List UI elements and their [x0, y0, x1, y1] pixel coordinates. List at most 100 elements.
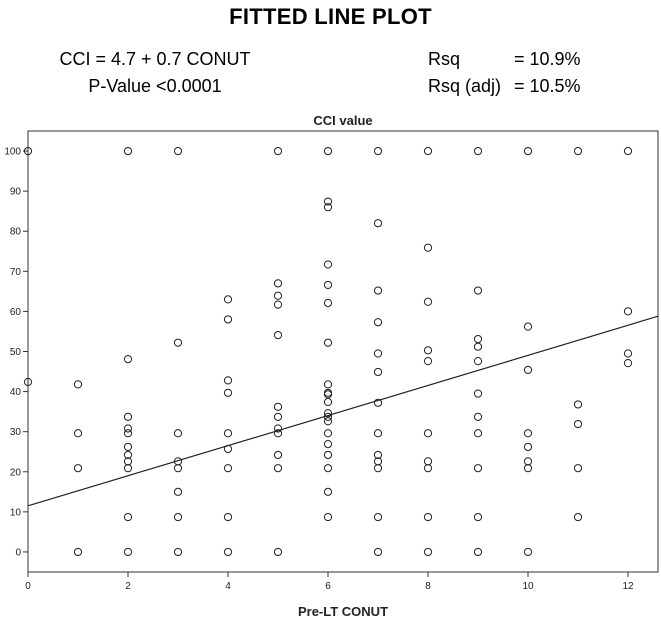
data-point — [123, 547, 133, 557]
rsq-label: Rsq — [428, 49, 461, 69]
data-point — [523, 457, 533, 466]
data-point — [223, 444, 233, 454]
y-tick-label: 40 — [10, 387, 22, 398]
data-point — [323, 203, 333, 212]
x-axis-title: Pre-LT CONUT — [298, 604, 388, 619]
data-point — [373, 464, 383, 473]
data-point — [73, 464, 83, 473]
x-tick-label: 0 — [25, 581, 31, 592]
data-point — [523, 464, 533, 473]
data-point — [573, 512, 583, 522]
data-point — [223, 315, 233, 324]
data-point — [423, 512, 433, 522]
data-point — [423, 146, 433, 156]
data-point — [123, 442, 133, 452]
y-tick-label: 90 — [10, 187, 22, 198]
data-point — [573, 146, 583, 156]
data-point — [473, 429, 483, 438]
data-point — [273, 291, 283, 300]
data-point — [323, 429, 333, 438]
data-point — [223, 512, 233, 522]
x-tick-label: 2 — [125, 581, 131, 592]
data-point — [323, 440, 333, 449]
data-point — [473, 146, 483, 156]
data-point — [323, 298, 333, 308]
x-tick-label: 10 — [522, 581, 534, 592]
data-point — [373, 429, 383, 438]
data-point — [473, 464, 483, 473]
data-point — [523, 146, 533, 156]
data-point — [223, 388, 233, 397]
fitted-line-group — [27, 315, 659, 507]
data-point — [323, 390, 333, 399]
data-point — [373, 146, 383, 156]
data-point — [73, 547, 83, 557]
data-point — [423, 429, 433, 438]
data-point — [473, 412, 483, 421]
data-point — [373, 398, 383, 407]
data-point — [323, 380, 333, 389]
x-tick-label: 4 — [225, 581, 231, 592]
rsq-adj-value: = 10.5% — [514, 76, 581, 96]
data-point — [423, 357, 433, 366]
data-point — [223, 547, 233, 557]
data-point — [523, 429, 533, 438]
data-point — [323, 280, 333, 290]
data-point — [473, 334, 483, 344]
data-point — [223, 464, 233, 473]
data-point — [473, 286, 483, 295]
data-point — [373, 450, 383, 460]
rsq-block: Rsq = 10.9% Rsq (adj) = 10.5% — [428, 46, 658, 100]
data-point — [323, 338, 333, 347]
data-point — [423, 457, 433, 466]
data-point — [373, 286, 383, 295]
data-point — [123, 424, 133, 433]
p-value: P-Value <0.0001 — [88, 76, 222, 96]
y-tick-label: 100 — [4, 147, 21, 158]
data-point — [373, 349, 383, 358]
data-point — [123, 146, 133, 156]
rsq-adj-row: Rsq (adj) = 10.5% — [428, 73, 658, 100]
data-point — [123, 512, 133, 522]
data-point — [323, 146, 333, 156]
data-point — [323, 412, 333, 421]
data-point — [473, 342, 483, 351]
data-point — [273, 330, 283, 340]
data-point — [73, 429, 83, 438]
data-point — [473, 512, 483, 522]
data-point — [123, 429, 133, 438]
y-tick-label: 0 — [15, 547, 21, 558]
data-point — [223, 295, 233, 304]
data-point — [173, 429, 183, 438]
data-point — [523, 365, 533, 375]
y-tick-label: 80 — [10, 227, 22, 238]
data-point — [273, 279, 283, 288]
data-point — [423, 464, 433, 473]
rsq-value: = 10.9% — [514, 49, 581, 69]
data-point — [173, 547, 183, 557]
rsq-adj-label: Rsq (adj) — [428, 76, 502, 96]
data-point — [573, 464, 583, 473]
data-point — [623, 307, 633, 316]
data-point — [523, 442, 533, 452]
x-tick-label: 8 — [425, 581, 431, 592]
data-point — [323, 512, 333, 522]
data-point — [423, 346, 433, 355]
data-point — [123, 412, 133, 421]
y-tick-label: 30 — [10, 427, 22, 438]
data-point — [323, 388, 333, 397]
data-point — [173, 146, 183, 156]
data-point — [273, 547, 283, 557]
data-point — [323, 409, 333, 418]
data-point — [423, 297, 433, 306]
data-point — [323, 260, 333, 269]
data-point — [473, 389, 483, 398]
data-point — [173, 338, 183, 347]
data-point — [323, 417, 333, 426]
data-point — [573, 419, 583, 429]
data-point — [273, 424, 283, 433]
data-point — [223, 429, 233, 438]
data-point — [373, 318, 383, 327]
data-point — [373, 219, 383, 228]
